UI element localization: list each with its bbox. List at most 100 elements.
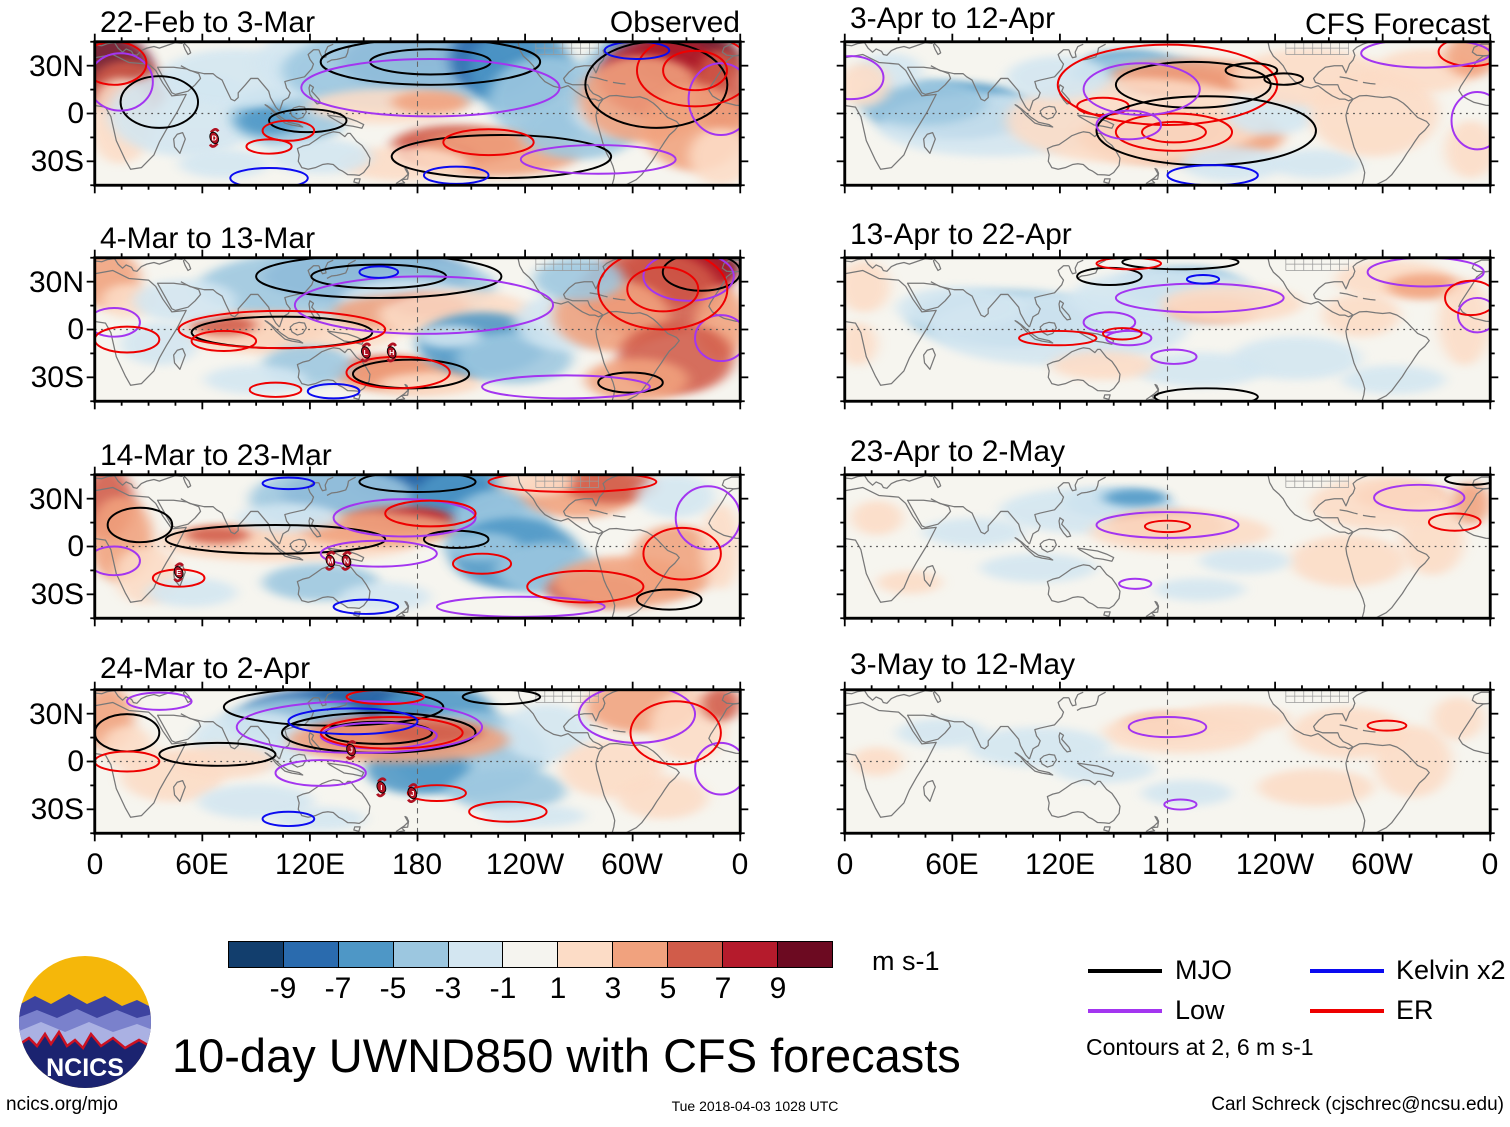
colorbar-tick: -3 bbox=[434, 972, 462, 1005]
y-tick-label: 0 bbox=[67, 530, 84, 563]
footer-timestamp: Tue 2018-04-03 1028 UTC bbox=[671, 1098, 839, 1114]
y-tick-label: 30N bbox=[28, 698, 84, 731]
map-panel-observed-1: D bbox=[86, 33, 749, 194]
legend-label-er: ER bbox=[1396, 995, 1434, 1025]
tropical-cyclone-marker: E bbox=[173, 562, 184, 583]
tropical-cyclone-marker: I bbox=[376, 777, 387, 798]
map-panel-forecast-2 bbox=[836, 249, 1499, 410]
x-tick-label: 180 bbox=[391, 848, 443, 881]
y-tick-label: 30S bbox=[30, 145, 84, 178]
colorbar-tick: -9 bbox=[269, 972, 297, 1005]
map-panel-observed-3: E M N bbox=[86, 466, 749, 627]
y-tick-label: 30S bbox=[30, 578, 84, 611]
tropical-cyclone-marker: J bbox=[407, 783, 418, 803]
y-tick-label: 0 bbox=[67, 313, 84, 346]
colorbar-tick: 9 bbox=[769, 972, 787, 1005]
x-tick-label: 120E bbox=[1024, 848, 1096, 881]
logo-text: NCICS bbox=[46, 1054, 124, 1082]
panel-title: 13-Apr to 22-Apr bbox=[850, 218, 1072, 251]
svg-text:E: E bbox=[176, 569, 181, 577]
map-panel-forecast-3 bbox=[836, 466, 1499, 627]
legend-label-low: Low bbox=[1175, 995, 1225, 1025]
x-tick-label: 60E bbox=[925, 848, 979, 881]
y-tick-label: 30N bbox=[28, 483, 84, 516]
x-tick-label: 0 bbox=[836, 848, 854, 881]
y-tick-label: 0 bbox=[67, 97, 84, 130]
panel-title: 24-Mar to 2-Apr bbox=[100, 652, 311, 685]
colorbar-cell bbox=[337, 941, 395, 968]
svg-text:D: D bbox=[212, 135, 217, 143]
colorbar-cell bbox=[447, 941, 504, 968]
svg-text:I: I bbox=[380, 784, 382, 792]
colorbar-tick: 1 bbox=[549, 972, 567, 1005]
y-tick-label: 30N bbox=[28, 50, 84, 83]
panel-title: 22-Feb to 3-Mar bbox=[100, 6, 316, 39]
svg-text:J: J bbox=[410, 790, 414, 798]
colorbar-cell bbox=[282, 941, 340, 968]
colorbar-tick: -5 bbox=[379, 972, 407, 1005]
x-tick-label: 0 bbox=[731, 848, 749, 881]
tropical-cyclone-marker: J bbox=[345, 740, 357, 760]
x-tick-label: 120E bbox=[274, 848, 346, 881]
panel-title: 23-Apr to 2-May bbox=[850, 435, 1066, 468]
x-tick-label: 180 bbox=[1141, 848, 1193, 881]
colorbar-units: m s-1 bbox=[872, 946, 940, 976]
x-tick-label: 60W bbox=[601, 848, 663, 881]
colorbar-tick: -1 bbox=[489, 972, 517, 1005]
x-tick-label: 60E bbox=[175, 848, 229, 881]
ncics-logo: NCICS bbox=[19, 956, 151, 1088]
svg-text:L: L bbox=[364, 349, 369, 357]
colorbar-tick: 5 bbox=[659, 972, 677, 1005]
map-panel-observed-4: J I J bbox=[86, 681, 749, 842]
contour-note: Contours at 2, 6 m s-1 bbox=[1086, 1034, 1314, 1060]
footer-credit: Carl Schreck (cjschrec@ncsu.edu) bbox=[1211, 1094, 1504, 1115]
legend-line-mjo bbox=[1088, 969, 1162, 973]
x-tick-label: 120W bbox=[485, 848, 565, 881]
legend-line-er bbox=[1310, 1009, 1384, 1013]
legend-line-kelvin bbox=[1310, 969, 1384, 973]
y-tick-label: 0 bbox=[67, 745, 84, 778]
panel-title: 3-Apr to 12-Apr bbox=[850, 2, 1056, 35]
colorbar-cell bbox=[392, 941, 449, 968]
colorbar-cell bbox=[612, 941, 669, 968]
legend-line-low bbox=[1088, 1009, 1162, 1013]
x-tick-label: 120W bbox=[1235, 848, 1315, 881]
tropical-cyclone-marker: D bbox=[208, 127, 220, 148]
column-label-forecast: CFS Forecast bbox=[1304, 8, 1490, 41]
colorbar-cell bbox=[721, 941, 779, 968]
colorbar-tick: 3 bbox=[604, 972, 622, 1005]
x-tick-label: 0 bbox=[1481, 848, 1499, 881]
colorbar-cell bbox=[228, 941, 285, 968]
page-title: 10-day UWND850 with CFS forecasts bbox=[172, 1029, 961, 1082]
panel-title: 14-Mar to 23-Mar bbox=[100, 439, 332, 472]
colorbar-cell bbox=[667, 941, 724, 968]
tropical-cyclone-marker: M bbox=[325, 550, 336, 571]
column-label-observed: Observed bbox=[609, 6, 740, 39]
tropical-cyclone-marker: H bbox=[386, 342, 397, 363]
svg-text:M: M bbox=[327, 558, 333, 566]
x-tick-label: 60W bbox=[1351, 848, 1413, 881]
y-tick-label: 30S bbox=[30, 793, 84, 826]
colorbar-tick: -7 bbox=[324, 972, 352, 1005]
map-panel-forecast-4 bbox=[836, 681, 1499, 842]
tropical-cyclone-marker: L bbox=[360, 342, 372, 363]
svg-text:J: J bbox=[349, 747, 353, 755]
map-panel-forecast-1 bbox=[836, 33, 1499, 194]
footer-url: ncics.org/mjo bbox=[6, 1094, 118, 1115]
colorbar-tick: 7 bbox=[714, 972, 732, 1005]
colorbar-cell bbox=[557, 941, 614, 968]
y-tick-label: 30S bbox=[30, 361, 84, 394]
svg-text:H: H bbox=[389, 349, 394, 357]
colorbar bbox=[228, 941, 834, 968]
panel-title: 3-May to 12-May bbox=[850, 648, 1076, 681]
x-tick-label: 0 bbox=[86, 848, 104, 881]
y-tick-label: 30N bbox=[28, 266, 84, 299]
svg-text:N: N bbox=[344, 558, 349, 566]
panel-title: 4-Mar to 13-Mar bbox=[100, 222, 316, 255]
legend-label-mjo: MJO bbox=[1175, 955, 1232, 985]
legend-label-kelvin: Kelvin x2 bbox=[1396, 955, 1506, 985]
tropical-cyclone-marker: N bbox=[341, 550, 352, 571]
colorbar-cell bbox=[502, 941, 559, 968]
